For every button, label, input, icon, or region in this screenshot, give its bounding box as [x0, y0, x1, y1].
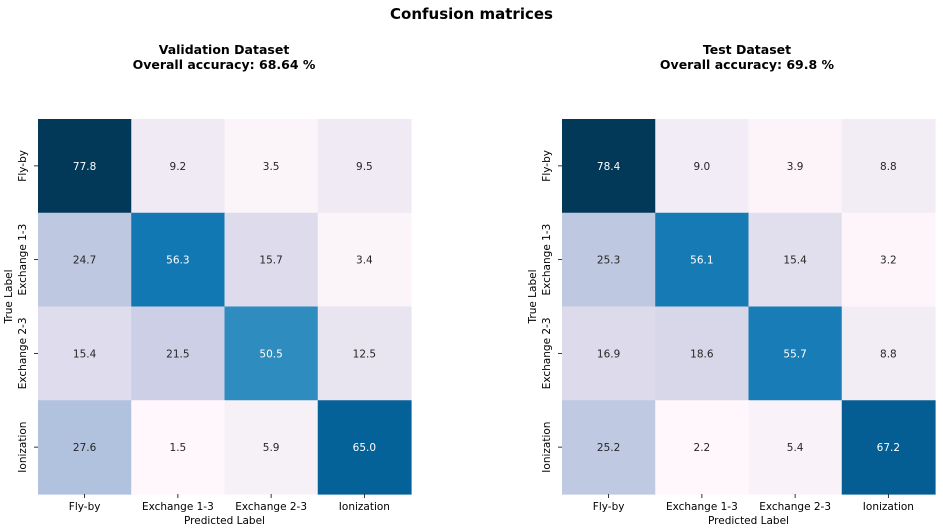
- test-xtick-label-0: Fly-by: [593, 501, 625, 513]
- validation-xtick-label-3: Ionization: [339, 501, 390, 513]
- test-cell-r2-c2: [748, 306, 843, 401]
- test-cell-r0-c2: [748, 119, 843, 214]
- test-cell-value-r0-c0: 78.4: [597, 161, 621, 173]
- validation-cell-r2-c3: [317, 306, 412, 401]
- test-cell-value-r3-c0: 25.2: [597, 442, 620, 454]
- test-cell-value-r2-c1: 18.6: [690, 348, 714, 360]
- validation-cell-r1-c0: [38, 212, 132, 308]
- validation-cell-value-r1-c2: 15.7: [259, 255, 282, 267]
- validation-xtick-label-1: Exchange 1-3: [142, 501, 214, 513]
- test-ytick-label-3: Ionization: [541, 422, 553, 473]
- test-cell-r1-c3: [841, 212, 936, 308]
- test-cell-r0-c3: [841, 119, 936, 214]
- test-cell-r2-c1: [655, 306, 750, 401]
- test-cell-value-r1-c2: 15.4: [783, 255, 807, 267]
- validation-cell-value-r2-c0: 15.4: [73, 348, 97, 360]
- validation-title-line1: Validation Dataset: [158, 42, 290, 57]
- test-ytick-label-0: Fly-by: [541, 150, 553, 182]
- validation-cell-value-r0-c0: 77.8: [73, 161, 96, 173]
- test-cell-value-r2-c3: 8.8: [880, 348, 897, 360]
- test-title-line2: Overall accuracy: 69.8 %: [659, 57, 835, 72]
- validation-cell-value-r0-c1: 9.2: [170, 161, 187, 173]
- validation-ytick-label-3: Ionization: [17, 422, 29, 473]
- test-cell-r1-c0: [562, 212, 656, 308]
- test-cell-value-r2-c0: 16.9: [597, 348, 620, 360]
- validation-cell-r2-c1: [131, 306, 226, 401]
- validation-cell-r3-c2: [224, 400, 319, 495]
- test-cell-value-r3-c3: 67.2: [877, 442, 900, 454]
- test-cell-r0-c1: [655, 119, 750, 214]
- test-yaxis-label: True Label: [527, 270, 539, 325]
- test-cell-value-r3-c1: 2.2: [694, 442, 711, 454]
- test-cell-value-r1-c0: 25.3: [597, 255, 620, 267]
- validation-cell-value-r0-c3: 9.5: [356, 161, 373, 173]
- test-cell-r3-c0: [562, 400, 656, 495]
- validation-title: Validation Dataset Overall accuracy: 68.…: [74, 42, 374, 72]
- validation-xtick-label-0: Fly-by: [69, 501, 101, 513]
- validation-cell-r0-c2: [224, 119, 319, 214]
- test-xtick-label-3: Ionization: [863, 501, 914, 513]
- validation-ytick-label-0: Fly-by: [17, 150, 29, 182]
- validation-ytick-label-2: Exchange 2-3: [17, 317, 29, 389]
- test-xaxis-label: Predicted Label: [708, 515, 789, 527]
- test-cell-value-r1-c1: 56.1: [690, 255, 713, 267]
- test-cell-value-r0-c2: 3.9: [787, 161, 804, 173]
- test-cell-r2-c3: [841, 306, 936, 401]
- validation-cell-r0-c1: [131, 119, 226, 214]
- validation-cell-value-r1-c0: 24.7: [73, 255, 96, 267]
- validation-xtick-label-2: Exchange 2-3: [235, 501, 307, 513]
- validation-cell-r1-c3: [317, 212, 412, 308]
- validation-xaxis-label: Predicted Label: [184, 515, 265, 527]
- validation-cell-r2-c2: [224, 306, 319, 401]
- test-cell-r1-c2: [748, 212, 843, 308]
- test-cell-r3-c1: [655, 400, 750, 495]
- test-xtick-label-1: Exchange 1-3: [666, 501, 738, 513]
- validation-cell-value-r1-c3: 3.4: [356, 255, 373, 267]
- test-ytick-label-2: Exchange 2-3: [541, 317, 553, 389]
- test-cell-r1-c1: [655, 212, 750, 308]
- validation-ytick-label-1: Exchange 1-3: [17, 224, 29, 296]
- validation-cell-value-r0-c2: 3.5: [263, 161, 280, 173]
- validation-cell-r3-c0: [38, 400, 132, 495]
- test-cell-value-r0-c1: 9.0: [694, 161, 711, 173]
- validation-title-line2: Overall accuracy: 68.64 %: [132, 57, 316, 72]
- validation-cell-value-r3-c2: 5.9: [263, 442, 280, 454]
- test-cell-value-r0-c3: 8.8: [880, 161, 897, 173]
- validation-yaxis-label: True Label: [3, 270, 15, 325]
- test-cell-r0-c0: [562, 119, 656, 214]
- validation-cell-r0-c0: [38, 119, 132, 214]
- validation-cell-r3-c3: [317, 400, 412, 495]
- test-cell-r3-c3: [841, 400, 936, 495]
- validation-cell-value-r2-c2: 50.5: [259, 348, 282, 360]
- validation-cell-r3-c1: [131, 400, 226, 495]
- validation-cell-value-r3-c3: 65.0: [353, 442, 376, 454]
- validation-cell-r0-c3: [317, 119, 412, 214]
- validation-cell-value-r1-c1: 56.3: [166, 255, 189, 267]
- test-title: Test Dataset Overall accuracy: 69.8 %: [597, 42, 897, 72]
- validation-cell-value-r2-c3: 12.5: [353, 348, 376, 360]
- test-cell-value-r2-c2: 55.7: [783, 348, 806, 360]
- test-cell-value-r1-c3: 3.2: [880, 255, 897, 267]
- test-ytick-label-1: Exchange 1-3: [541, 224, 553, 296]
- test-title-line1: Test Dataset: [702, 42, 792, 57]
- test-cell-r3-c2: [748, 400, 843, 495]
- validation-cell-r1-c1: [131, 212, 226, 308]
- validation-cell-value-r2-c1: 21.5: [166, 348, 189, 360]
- validation-cell-value-r3-c0: 27.6: [73, 442, 97, 454]
- test-cell-value-r3-c2: 5.4: [787, 442, 804, 454]
- figure-title: Confusion matrices: [390, 5, 553, 23]
- validation-cell-r1-c2: [224, 212, 319, 308]
- validation-cell-value-r3-c1: 1.5: [170, 442, 187, 454]
- test-cell-r2-c0: [562, 306, 656, 401]
- validation-cell-r2-c0: [38, 306, 132, 401]
- test-xtick-label-2: Exchange 2-3: [759, 501, 831, 513]
